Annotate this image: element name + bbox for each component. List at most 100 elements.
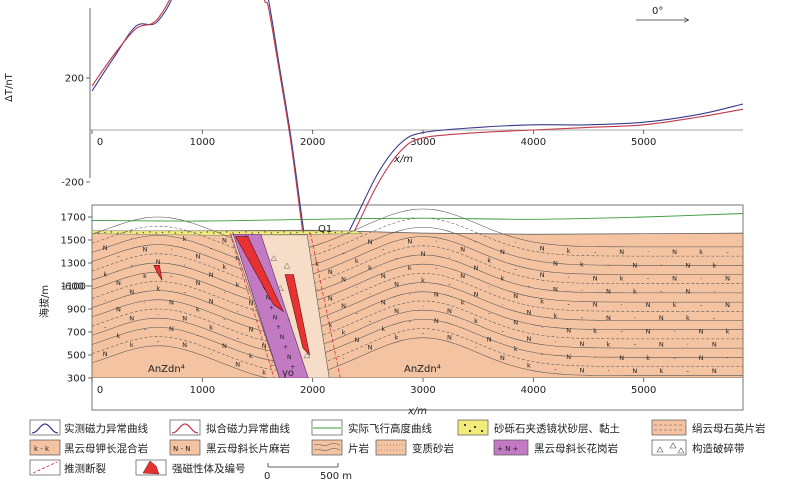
svg-text:-: - (356, 310, 359, 318)
anomaly-y-tick-label: 200 (65, 74, 84, 85)
svg-text:·: · (197, 332, 199, 340)
section-x-tick-label: 5000 (631, 385, 656, 396)
svg-text:-: - (581, 314, 584, 322)
svg-text:N: N (513, 318, 518, 326)
svg-text:·: · (409, 291, 411, 299)
svg-text:k: k (659, 367, 663, 375)
legend-item-fracture: 构造破碎带 (651, 439, 745, 456)
stratum-line (92, 227, 743, 270)
svg-text:·: · (488, 283, 490, 291)
stratum-line (92, 245, 743, 289)
svg-text:-: - (647, 275, 650, 283)
svg-text:-: - (700, 301, 703, 309)
fitted-anomaly-line (91, 0, 744, 305)
svg-text:k: k (223, 263, 227, 271)
svg-text:k: k (249, 352, 253, 360)
svg-text:N: N (513, 292, 518, 300)
section-x-tick-label: 3000 (410, 385, 435, 396)
measured-curve-icon (31, 423, 59, 434)
svg-text:N: N (103, 244, 108, 252)
section-y-tick-label: 700 (67, 328, 86, 339)
anomaly-x-tick-label: 1000 (190, 137, 215, 148)
svg-text:N: N (169, 325, 174, 333)
section-y-label: 海拔/m (38, 285, 51, 318)
svg-text:k: k (117, 332, 121, 340)
granite-dyke (232, 233, 309, 378)
stratum-line (92, 282, 743, 325)
svg-text:k: k (421, 276, 425, 284)
legend-label: 片岩 (348, 442, 369, 455)
svg-text:N: N (354, 336, 359, 344)
svg-text:N: N (341, 302, 346, 310)
svg-text:k: k (103, 270, 107, 278)
svg-text:N: N (195, 253, 200, 261)
legend-label: 构造破碎带 (692, 442, 745, 455)
svg-text:-: - (567, 300, 570, 308)
svg-text:N: N (209, 271, 214, 279)
svg-text:k: k (487, 256, 491, 264)
stratum-line (92, 263, 743, 307)
svg-text:·: · (329, 347, 331, 355)
svg-text:·: · (170, 246, 172, 254)
svg-text:N: N (368, 344, 373, 352)
svg-text:N: N (487, 336, 492, 344)
svg-text:-: - (117, 253, 120, 261)
svg-text:N: N (685, 288, 690, 296)
svg-text:N: N (540, 271, 545, 279)
svg-text:N: N (500, 354, 505, 362)
svg-text:·: · (422, 303, 424, 311)
stratum-line (92, 328, 743, 371)
svg-text:N: N (579, 340, 584, 348)
inferred-fault-line (229, 232, 275, 378)
legend-item-measured: 实测磁力异常曲线 (29, 419, 148, 436)
svg-text:k: k (712, 261, 716, 269)
svg-text:N: N (725, 275, 730, 283)
svg-text:-: - (515, 266, 518, 274)
svg-text:·: · (647, 248, 649, 256)
stratum-line (92, 309, 743, 353)
anomaly-y-ticks: 180014001000600200-200-600 (61, 74, 90, 293)
svg-text:N: N (421, 250, 426, 258)
svg-text:·: · (369, 291, 371, 299)
svg-text:-: - (475, 238, 478, 246)
svg-text:N: N (266, 294, 271, 301)
legend-label: 实际飞行高度曲线 (348, 422, 432, 435)
direction-label: 0° (652, 6, 663, 17)
strong-magnetic-body (153, 265, 163, 281)
svg-text:N - N: N - N (173, 445, 190, 453)
svg-text:N: N (368, 238, 373, 246)
svg-text:-: - (131, 262, 134, 270)
svg-text:·: · (237, 307, 239, 315)
fracture-zone-icon (651, 439, 687, 456)
svg-text:N: N (222, 342, 227, 350)
svg-text:k: k (620, 274, 624, 282)
stratum-line (92, 300, 743, 344)
svg-text:k: k (355, 257, 359, 265)
svg-text:·: · (144, 299, 146, 307)
svg-text:·: · (223, 289, 225, 297)
section-y-tick-label: 1100 (61, 282, 86, 293)
svg-text:·: · (554, 339, 556, 347)
strong-magnetic-body-icon (142, 460, 160, 475)
svg-text:·: · (210, 350, 212, 358)
svg-text:N: N (712, 341, 717, 349)
section-x-tick-label: 2000 (300, 385, 325, 396)
svg-text:N: N (328, 294, 333, 302)
svg-text:k: k (381, 325, 385, 333)
anomaly-x-label: x/m (393, 154, 413, 165)
gravel-icon (457, 419, 489, 436)
svg-text:N: N (341, 276, 346, 284)
svg-text:·: · (515, 239, 517, 247)
svg-text:-: - (409, 317, 412, 325)
anomaly-x-tick-label: 2000 (300, 137, 325, 148)
svg-text:N: N (659, 341, 664, 349)
fitted-curve-icon (171, 423, 199, 434)
svg-text:N: N (672, 248, 677, 256)
svg-text:k: k (183, 235, 187, 243)
legend-swatch (29, 419, 61, 436)
svg-text:+: + (290, 364, 295, 371)
svg-text:·: · (435, 238, 437, 246)
anomaly-series (91, 0, 744, 305)
anomaly-panel: 180014001000600200-200-600 0100020003000… (4, 0, 744, 305)
legend-item-sericite: 绢云母石英片岩 (651, 419, 766, 436)
